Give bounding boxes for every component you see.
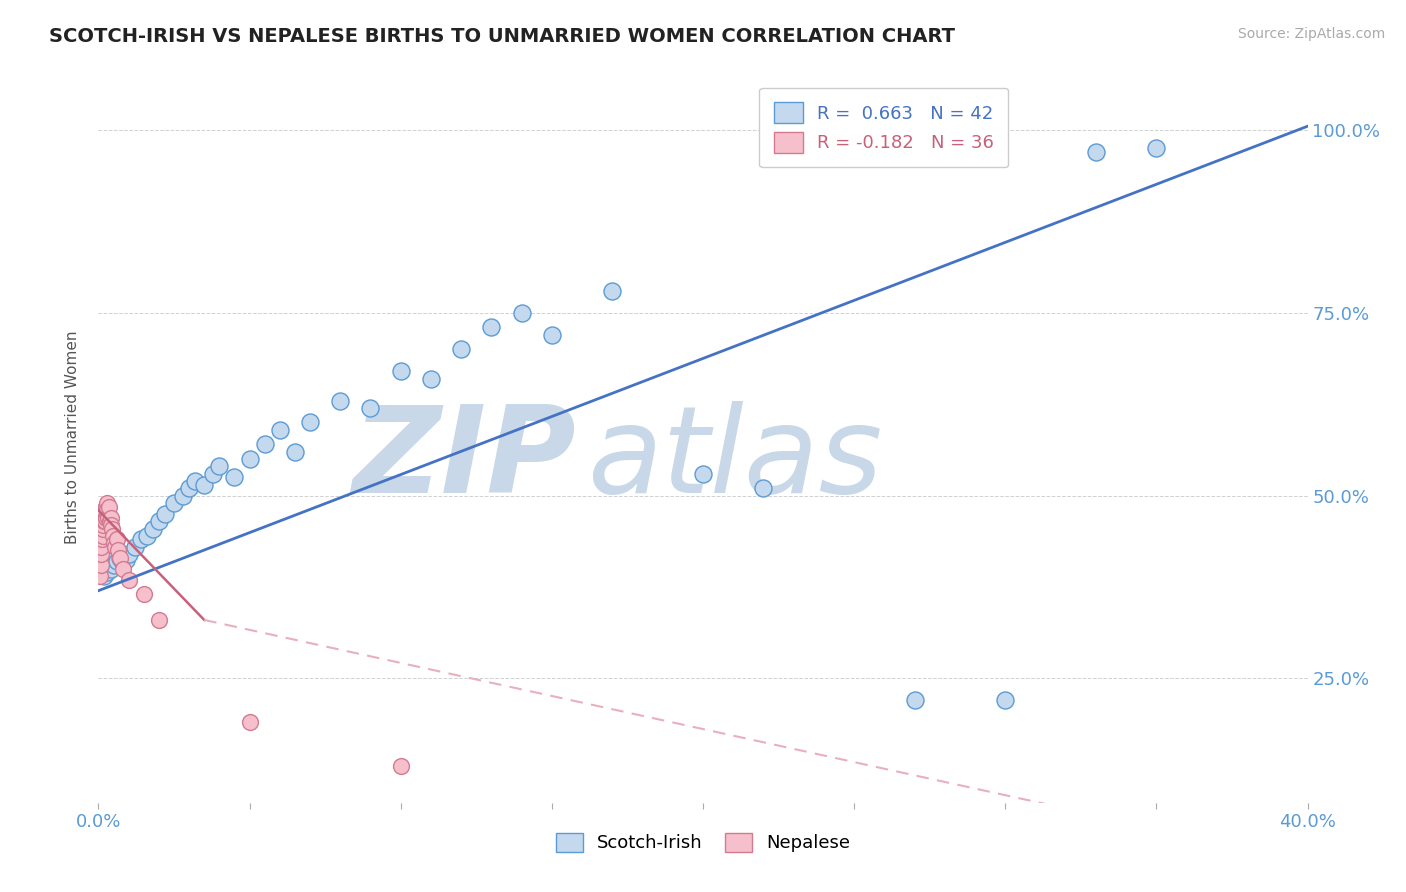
Point <box>135 529 157 543</box>
Point <box>184 474 207 488</box>
Text: SCOTCH-IRISH VS NEPALESE BIRTHS TO UNMARRIED WOMEN CORRELATION CHART: SCOTCH-IRISH VS NEPALESE BIRTHS TO UNMAR… <box>49 27 955 45</box>
Point <box>93 514 115 528</box>
Point <box>103 558 125 573</box>
Point <box>91 533 114 547</box>
Point <box>96 566 118 580</box>
Point <box>148 514 170 528</box>
Point <box>1085 145 1108 159</box>
Point <box>118 547 141 561</box>
Point <box>107 543 129 558</box>
Point <box>269 423 291 437</box>
Point <box>98 500 121 514</box>
Point <box>94 510 117 524</box>
Point <box>904 693 927 707</box>
Point <box>111 562 134 576</box>
Point <box>239 715 262 730</box>
Point <box>360 401 382 415</box>
Point <box>97 510 120 524</box>
Text: Source: ZipAtlas.com: Source: ZipAtlas.com <box>1237 27 1385 41</box>
Point <box>153 507 176 521</box>
Point <box>118 573 141 587</box>
Point <box>389 759 412 773</box>
Point <box>96 496 118 510</box>
Point <box>329 393 352 408</box>
Point <box>132 587 155 601</box>
Point <box>100 562 122 576</box>
Point <box>101 529 124 543</box>
Text: ZIP: ZIP <box>353 401 576 517</box>
Point <box>94 500 117 514</box>
Point <box>104 540 127 554</box>
Point <box>94 514 117 528</box>
Point <box>105 533 128 547</box>
Point <box>108 550 131 565</box>
Point <box>91 517 114 532</box>
Y-axis label: Births to Unmarried Women: Births to Unmarried Women <box>65 330 80 544</box>
Point <box>93 503 115 517</box>
Point <box>98 514 121 528</box>
Point <box>179 481 201 495</box>
Point <box>172 489 194 503</box>
Point <box>114 553 136 567</box>
Point <box>420 371 443 385</box>
Point <box>90 558 112 573</box>
Point <box>103 536 125 550</box>
Point <box>124 540 146 554</box>
Point <box>93 507 115 521</box>
Point <box>239 452 262 467</box>
Point <box>540 327 562 342</box>
Point <box>450 343 472 357</box>
Point <box>89 569 111 583</box>
Point <box>105 554 128 568</box>
Point <box>253 437 276 451</box>
Point <box>111 556 134 570</box>
Point <box>108 550 131 565</box>
Point <box>481 320 503 334</box>
Point <box>148 613 170 627</box>
Point <box>1146 141 1168 155</box>
Point <box>202 467 225 481</box>
Point <box>129 533 152 547</box>
Point <box>510 306 533 320</box>
Point <box>91 521 114 535</box>
Legend: Scotch-Irish, Nepalese: Scotch-Irish, Nepalese <box>548 826 858 860</box>
Point <box>100 517 122 532</box>
Point <box>193 477 215 491</box>
Point <box>90 540 112 554</box>
Point <box>284 444 307 458</box>
Point <box>163 496 186 510</box>
Point <box>994 693 1017 707</box>
Point <box>602 284 624 298</box>
Point <box>96 503 118 517</box>
Point <box>389 364 412 378</box>
Point <box>299 416 322 430</box>
Point <box>224 470 246 484</box>
Point <box>752 481 775 495</box>
Text: atlas: atlas <box>588 401 883 517</box>
Point <box>101 521 124 535</box>
Point <box>93 569 115 583</box>
Point <box>91 529 114 543</box>
Point <box>208 459 231 474</box>
Point <box>142 521 165 535</box>
Point <box>96 507 118 521</box>
Point <box>692 467 714 481</box>
Point <box>100 510 122 524</box>
Point <box>90 547 112 561</box>
Point <box>93 510 115 524</box>
